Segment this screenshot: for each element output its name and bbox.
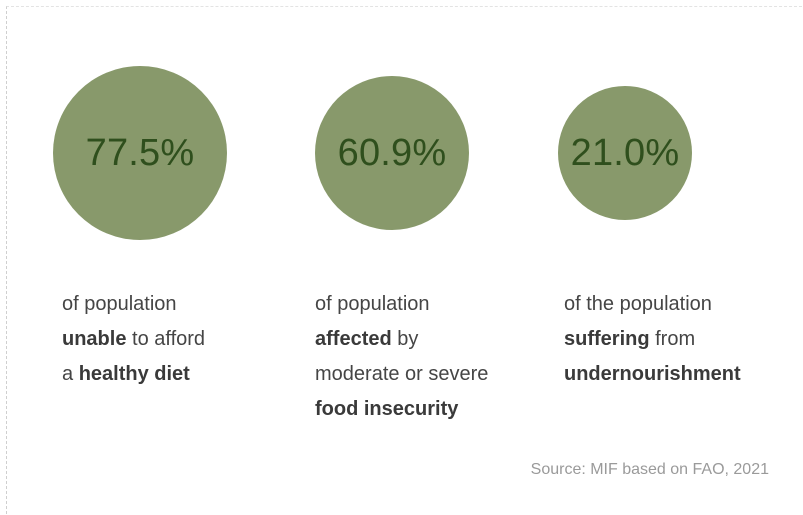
caption-line: food insecurity [315, 392, 540, 427]
caption-line: moderate or severe [315, 357, 540, 392]
caption-emphasis: affected [315, 328, 392, 350]
caption-line: unable to afford [62, 322, 287, 357]
stat-caption-1: of population unable to afford a healthy d… [62, 287, 287, 392]
stat-caption-3: of the population suffering from undernour… [564, 287, 789, 392]
stat-bubble-1: 77.5% [53, 66, 227, 240]
caption-text: from [649, 328, 696, 350]
chart-frame [6, 6, 802, 514]
stat-caption-2: of population affected by moderate or seve… [315, 287, 540, 427]
caption-emphasis: undernourishment [564, 363, 741, 385]
caption-line: affected by [315, 322, 540, 357]
caption-emphasis: healthy diet [78, 363, 190, 385]
caption-line: of the population [564, 287, 789, 322]
caption-text: to afford [126, 328, 206, 350]
caption-text: of the population [564, 293, 712, 315]
source-note: Source: MIF based on FAO, 2021 [530, 461, 769, 478]
caption-line: undernourishment [564, 357, 789, 392]
caption-emphasis: unable [62, 328, 127, 350]
caption-text: of population [62, 293, 177, 315]
caption-line: of population [315, 287, 540, 322]
caption-line: a healthy diet [62, 357, 287, 392]
caption-line: suffering from [564, 322, 789, 357]
caption-emphasis: suffering [564, 328, 650, 350]
stat-bubble-2: 60.9% [315, 76, 469, 230]
caption-text: moderate or severe [315, 363, 489, 385]
stat-bubble-3: 21.0% [558, 86, 692, 220]
caption-text: by [391, 328, 419, 350]
caption-text: a [62, 363, 79, 385]
caption-line: of population [62, 287, 287, 322]
caption-emphasis: food insecurity [315, 398, 459, 420]
caption-text: of population [315, 293, 430, 315]
